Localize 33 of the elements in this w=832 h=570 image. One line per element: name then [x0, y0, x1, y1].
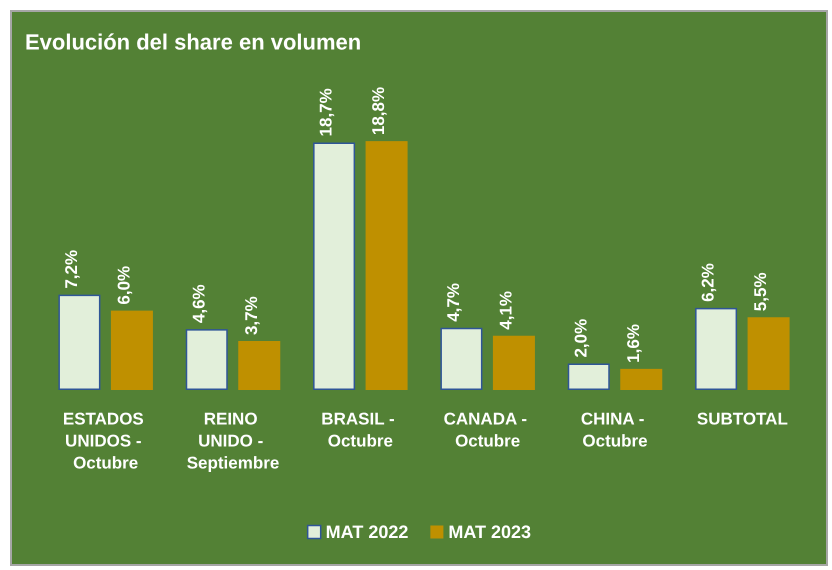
legend-label: MAT 2023 [448, 522, 532, 542]
x-tick-label: SUBTOTAL [696, 410, 788, 428]
data-label: 4,7% [444, 283, 463, 322]
legend-label: MAT 2022 [326, 522, 408, 542]
bar [238, 341, 280, 390]
bar [58, 294, 100, 390]
data-label: 3,7% [242, 296, 261, 336]
bar [366, 141, 408, 390]
bar [186, 329, 228, 390]
data-label: 18,8% [369, 86, 388, 136]
x-tick-label: ESTADOS UNIDOS - Octubre [62, 410, 148, 472]
bar [313, 142, 356, 390]
data-label: 5,5% [751, 272, 770, 312]
bar [695, 308, 738, 390]
chart-title: Evolución del share en volumen [25, 30, 362, 54]
bar [620, 368, 662, 390]
data-label: 7,2% [62, 250, 81, 289]
data-label: 6,2% [698, 263, 718, 302]
bar [748, 317, 790, 390]
data-label: 4,6% [189, 284, 208, 324]
x-tick-label: CHINA - Octubre [580, 410, 650, 450]
data-label: 4,1% [496, 290, 516, 330]
x-tick-label: REINO UNIDO - Septiembre [186, 410, 280, 472]
bar [440, 328, 482, 390]
data-label: 18,7% [316, 88, 336, 136]
data-label: 1,6% [624, 324, 643, 363]
bar [110, 310, 153, 390]
data-label: 2,0% [571, 318, 590, 358]
data-label: 6,0% [114, 266, 134, 305]
bar [568, 364, 610, 390]
bar [492, 336, 535, 390]
x-tick-label: CANADA - Octubre [444, 410, 532, 450]
x-tick-label: BRASIL - Octubre [321, 410, 400, 450]
